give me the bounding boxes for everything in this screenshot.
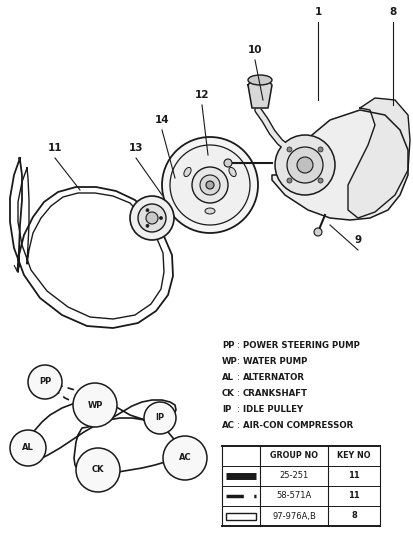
Text: IP: IP <box>155 414 164 422</box>
Text: 58-571A: 58-571A <box>276 492 311 500</box>
Text: AC: AC <box>221 421 234 429</box>
Circle shape <box>286 147 291 152</box>
Circle shape <box>10 430 46 466</box>
Circle shape <box>159 216 162 220</box>
Circle shape <box>130 196 173 240</box>
Circle shape <box>223 159 231 167</box>
Circle shape <box>144 402 176 434</box>
Text: PP: PP <box>221 341 234 350</box>
Text: PP: PP <box>39 378 51 386</box>
Text: 9: 9 <box>354 235 361 245</box>
Text: CRANKSHAFT: CRANKSHAFT <box>242 388 307 398</box>
Text: :: : <box>236 405 239 414</box>
Text: :: : <box>236 357 239 365</box>
Text: :: : <box>236 421 239 429</box>
Text: POWER STEERING PUMP: POWER STEERING PUMP <box>242 341 359 350</box>
Text: 97-976A,B: 97-976A,B <box>271 512 315 520</box>
Circle shape <box>317 178 322 183</box>
Text: 1: 1 <box>313 7 321 17</box>
Circle shape <box>206 181 214 189</box>
Text: ALTERNATOR: ALTERNATOR <box>242 372 304 381</box>
Circle shape <box>313 228 321 236</box>
Polygon shape <box>247 80 271 108</box>
Text: GROUP NO: GROUP NO <box>269 451 317 461</box>
Text: IP: IP <box>221 405 231 414</box>
Text: 11: 11 <box>347 471 359 480</box>
Ellipse shape <box>247 75 271 85</box>
Circle shape <box>163 436 206 480</box>
Circle shape <box>170 145 249 225</box>
Text: :: : <box>236 341 239 350</box>
Circle shape <box>138 204 166 232</box>
Circle shape <box>161 137 257 233</box>
Text: 10: 10 <box>247 45 261 55</box>
Circle shape <box>296 157 312 173</box>
Circle shape <box>28 365 62 399</box>
Circle shape <box>274 135 334 195</box>
Circle shape <box>286 147 322 183</box>
Text: 12: 12 <box>194 90 209 100</box>
Text: 11: 11 <box>347 492 359 500</box>
Text: 25-251: 25-251 <box>279 471 308 480</box>
Ellipse shape <box>228 167 235 176</box>
Text: 11: 11 <box>47 143 62 153</box>
Circle shape <box>146 224 149 227</box>
Text: AL: AL <box>221 372 233 381</box>
Text: 8: 8 <box>350 512 356 520</box>
Text: CK: CK <box>221 388 234 398</box>
Text: AL: AL <box>22 443 34 452</box>
Text: CK: CK <box>92 465 104 475</box>
Circle shape <box>146 209 149 212</box>
Text: WP: WP <box>87 400 102 409</box>
Text: AIR-CON COMPRESSOR: AIR-CON COMPRESSOR <box>242 421 352 429</box>
Text: 13: 13 <box>128 143 143 153</box>
Polygon shape <box>347 98 409 218</box>
Text: IDLE PULLEY: IDLE PULLEY <box>242 405 302 414</box>
Ellipse shape <box>204 208 214 214</box>
Text: WATER PUMP: WATER PUMP <box>242 357 306 365</box>
Ellipse shape <box>183 167 191 176</box>
Text: 14: 14 <box>154 115 169 125</box>
Text: AC: AC <box>178 454 191 463</box>
Bar <box>225 513 255 520</box>
Circle shape <box>199 175 219 195</box>
Text: 8: 8 <box>389 7 396 17</box>
Circle shape <box>76 448 120 492</box>
Circle shape <box>286 178 291 183</box>
Text: WP: WP <box>221 357 237 365</box>
Circle shape <box>146 212 158 224</box>
Text: KEY NO: KEY NO <box>337 451 370 461</box>
Polygon shape <box>271 110 407 220</box>
Text: :: : <box>236 388 239 398</box>
Circle shape <box>73 383 117 427</box>
Text: :: : <box>236 372 239 381</box>
Circle shape <box>192 167 228 203</box>
Circle shape <box>317 147 322 152</box>
